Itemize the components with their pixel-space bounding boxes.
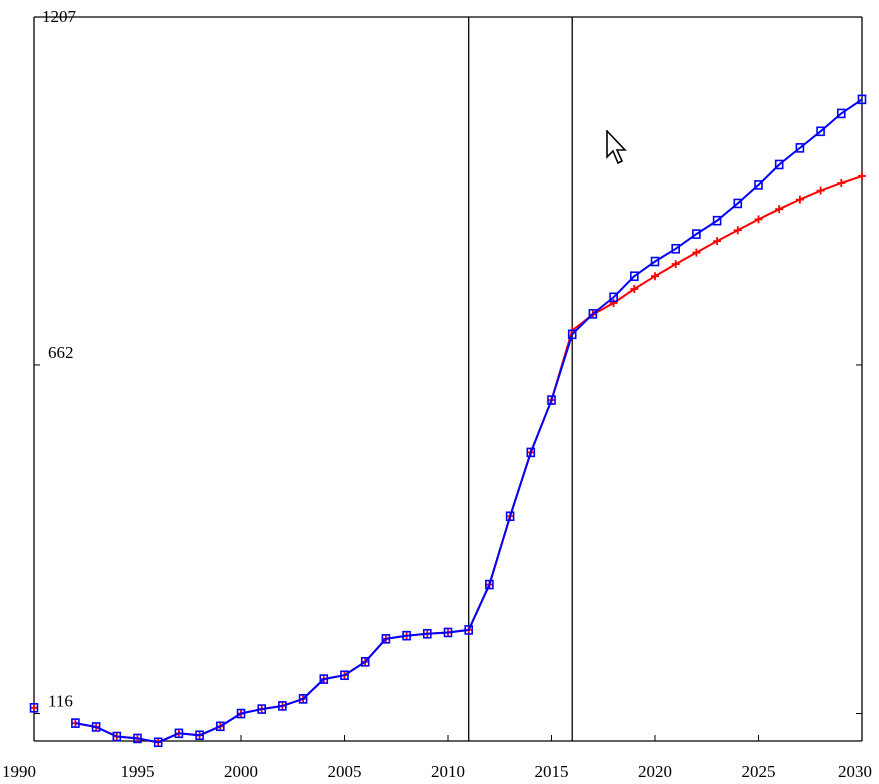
data-point [112, 731, 122, 742]
data-point [816, 126, 825, 137]
y-tick-label: 116 [48, 692, 73, 711]
data-point [236, 708, 246, 719]
data-point [195, 730, 204, 741]
data-point [464, 625, 474, 635]
x-axis-ticks: 1990 1995 2000 2005 2010 2015 2020 2025 2030 [2, 735, 872, 781]
x-tick-label: 2000 [224, 762, 258, 781]
data-point [671, 260, 680, 269]
x-tick-label: 2020 [638, 762, 672, 781]
data-point [71, 718, 80, 728]
x-tick-label: 2030 [838, 762, 872, 781]
y-axis-ticks: 1207 662 116 [34, 7, 862, 715]
data-point [754, 215, 763, 224]
data-point [485, 579, 494, 590]
data-point [816, 186, 825, 195]
data-point [216, 721, 225, 732]
data-point [298, 694, 308, 704]
y-tick-label: 662 [48, 343, 74, 362]
data-point [29, 703, 39, 713]
data-point [257, 704, 267, 714]
data-point [837, 178, 846, 187]
data-point [858, 171, 866, 180]
series-group [29, 94, 867, 748]
data-point [153, 737, 163, 748]
data-point [609, 292, 618, 303]
x-tick-label: 2025 [742, 762, 776, 781]
data-point [547, 395, 556, 405]
series-line [75, 98, 863, 744]
data-point [174, 728, 184, 739]
x-tick-label: 2015 [535, 762, 569, 781]
data-point [609, 299, 618, 308]
data-point [443, 627, 453, 638]
data-point [795, 143, 805, 153]
data-point [360, 657, 370, 667]
x-tick-label: 1995 [121, 762, 155, 781]
data-point [857, 94, 867, 105]
data-point [133, 733, 142, 744]
data-point [692, 248, 701, 257]
data-point [526, 447, 536, 458]
data-point [630, 284, 639, 293]
data-point [836, 108, 846, 119]
data-point [319, 674, 329, 684]
data-point [775, 205, 784, 214]
data-point [422, 628, 432, 639]
data-point [567, 329, 577, 340]
data-point [381, 634, 391, 644]
data-point [671, 243, 681, 254]
y-tick-label: 1207 [42, 7, 77, 26]
plot-frame [33, 16, 863, 742]
mouse-cursor-icon [606, 130, 627, 165]
data-point [733, 226, 742, 235]
data-point [278, 701, 287, 711]
data-point [795, 195, 804, 204]
data-point [629, 271, 639, 282]
data-point [91, 722, 101, 732]
data-point [402, 630, 411, 641]
data-point [340, 670, 349, 681]
data-point [692, 229, 701, 239]
data-point [733, 198, 743, 209]
data-point [30, 703, 38, 712]
data-point [505, 511, 515, 522]
x-tick-label: 2010 [431, 762, 465, 781]
data-point [754, 180, 763, 190]
data-point [713, 237, 722, 246]
series-1 [30, 171, 866, 747]
x-tick-label: 2005 [328, 762, 362, 781]
vertical-reference-lines [468, 17, 573, 741]
data-point [651, 272, 659, 281]
x-tick-label: 1990 [2, 762, 36, 781]
data-point [774, 159, 784, 170]
data-point [588, 309, 598, 319]
data-point [650, 256, 660, 267]
data-point [712, 215, 722, 226]
series-2 [29, 94, 867, 748]
